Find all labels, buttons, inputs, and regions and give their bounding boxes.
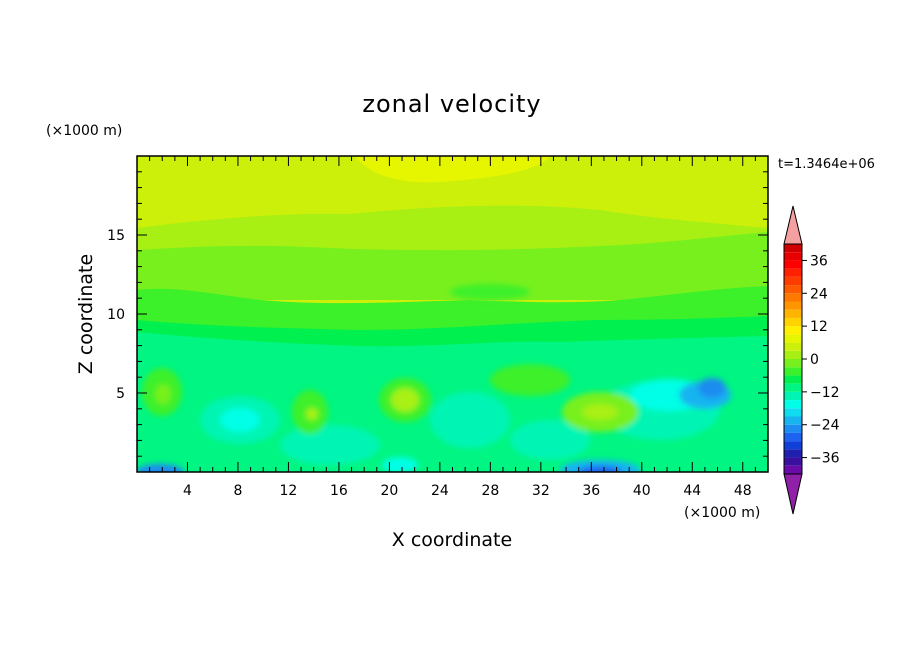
- green-blob-6: [450, 284, 530, 300]
- contour-field: [137, 156, 768, 472]
- colorbar-swatch: [784, 260, 802, 269]
- colorbar-swatch: [784, 276, 802, 286]
- colorbar-swatch: [784, 400, 802, 409]
- cyan-blob-2: [280, 425, 380, 465]
- blue-blob-4: [578, 466, 622, 472]
- colorbar-swatch: [784, 309, 802, 318]
- x-tick-label: 32: [532, 483, 550, 499]
- colorbar-tick-label: 0: [810, 352, 819, 368]
- y-tick-label: 10: [107, 307, 125, 323]
- colorbar-under-arrow: [783, 473, 803, 515]
- colorbar-swatch: [784, 465, 802, 474]
- x-tick-label: 28: [481, 483, 499, 499]
- z-unit-label: (×1000 m): [46, 123, 122, 139]
- colorbar-swatch: [784, 317, 802, 327]
- x-tick-label: 8: [233, 483, 242, 499]
- colorbar-swatch: [784, 268, 802, 277]
- colorbar-tick-label: −12: [810, 385, 840, 401]
- colorbar-swatch: [784, 449, 802, 458]
- colorbar-swatch: [784, 285, 802, 294]
- x-tick-label: 44: [683, 483, 701, 499]
- colorbar-swatch: [784, 432, 802, 442]
- x-tick-label: 16: [330, 483, 348, 499]
- colorbar-swatch: [784, 383, 802, 392]
- green-blob-5: [490, 364, 570, 396]
- turquoise-blob-1: [220, 408, 260, 432]
- x-ticks: 4 8 12 16 20 24 28 32 36 40 44 48: [149, 156, 756, 499]
- lime-blob-1: [391, 388, 419, 412]
- lime-blob-2: [306, 408, 318, 420]
- colorbar-swatch: [784, 375, 802, 384]
- y-axis-label: Z coordinate: [75, 254, 97, 374]
- x-tick-label: 12: [280, 483, 298, 499]
- colorbar-tick-label: 36: [810, 253, 828, 269]
- x-tick-label: 24: [431, 483, 449, 499]
- y-ticks: 5 10 15: [107, 171, 768, 457]
- lime-blob-3: [582, 404, 618, 420]
- colorbar-tick-label: −36: [810, 451, 840, 467]
- cyan-blob-5: [510, 420, 590, 460]
- colorbar-swatch: [784, 244, 802, 253]
- y-tick-label: 15: [107, 228, 125, 244]
- colorbar-tick-label: −24: [810, 418, 840, 434]
- colorbar-swatch: [784, 301, 802, 310]
- blue-blob-5: [137, 464, 184, 472]
- colorbar-swatch: [784, 441, 802, 450]
- colorbar-tick-label: 24: [810, 286, 828, 302]
- colorbar-swatch: [784, 457, 802, 466]
- colorbar-swatch: [784, 342, 802, 351]
- field-top-yellow: [355, 156, 550, 183]
- x-tick-label: 4: [183, 483, 192, 499]
- blue-blob-2: [698, 378, 726, 398]
- time-label: t=1.3464e+06: [778, 157, 875, 172]
- colorbar-swatch: [784, 416, 802, 425]
- cyan-blob-3: [430, 392, 510, 448]
- field-band-green: [137, 232, 768, 300]
- lime-blob-4: [155, 384, 171, 404]
- x-tick-label: 20: [380, 483, 398, 499]
- x-tick-label: 36: [582, 483, 600, 499]
- colorbar-over-arrow: [783, 205, 803, 245]
- colorbar-swatch: [784, 350, 802, 359]
- colorbar-swatch: [784, 359, 802, 368]
- x-axis-label: X coordinate: [392, 529, 512, 551]
- chart-title: zonal velocity: [362, 90, 541, 118]
- colorbar-swatch: [784, 391, 802, 401]
- colorbar-swatch: [784, 326, 802, 335]
- colorbar-swatch: [784, 252, 802, 261]
- colorbar-swatch: [784, 293, 802, 302]
- y-tick-label: 5: [116, 386, 125, 402]
- blue-blob-6: [382, 457, 418, 472]
- colorbar-swatch: [784, 424, 802, 433]
- colorbar-swatch: [784, 367, 802, 376]
- colorbar-swatch: [784, 334, 802, 343]
- x-tick-label: 40: [633, 483, 651, 499]
- x-tick-label: 48: [734, 483, 752, 499]
- colorbar-tick-label: 12: [810, 319, 828, 335]
- colorbar: 36 24 12 0 −12 −24 −36: [783, 205, 840, 515]
- colorbar-swatch: [784, 408, 802, 417]
- x-unit-label: (×1000 m): [684, 505, 760, 521]
